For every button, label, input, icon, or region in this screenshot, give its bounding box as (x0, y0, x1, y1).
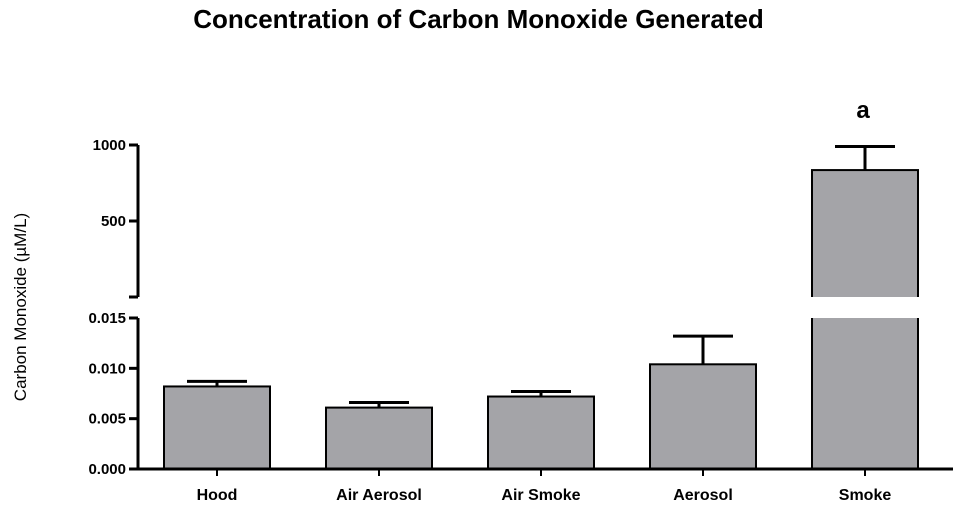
category-label-3: Aerosol (673, 487, 733, 504)
y-tick-label-lower-0: 0.000 (88, 461, 126, 478)
category-label-0: Hood (197, 487, 238, 504)
y-axis-label: Carbon Monoxide (µM/L) (11, 213, 30, 401)
y-tick-label-lower-2: 0.010 (88, 360, 126, 377)
y-tick-label-upper-1: 1000 (93, 137, 126, 154)
category-label-1: Air Aerosol (336, 487, 422, 504)
category-label-4: Smoke (839, 487, 892, 504)
bar-4 (811, 169, 919, 471)
bar-3 (649, 363, 757, 471)
bar-0 (163, 385, 271, 471)
bar-break-gap-4 (810, 297, 920, 318)
y-tick-label-lower-3: 0.015 (88, 310, 126, 327)
significance-label-0: a (856, 97, 870, 124)
bar-1 (325, 406, 433, 470)
y-tick-label-lower-1: 0.005 (88, 411, 126, 428)
bar-2 (487, 395, 595, 470)
y-tick-label-upper-0: 500 (101, 213, 126, 230)
chart-title: Concentration of Carbon Monoxide Generat… (193, 4, 764, 34)
category-label-2: Air Smoke (501, 487, 580, 504)
